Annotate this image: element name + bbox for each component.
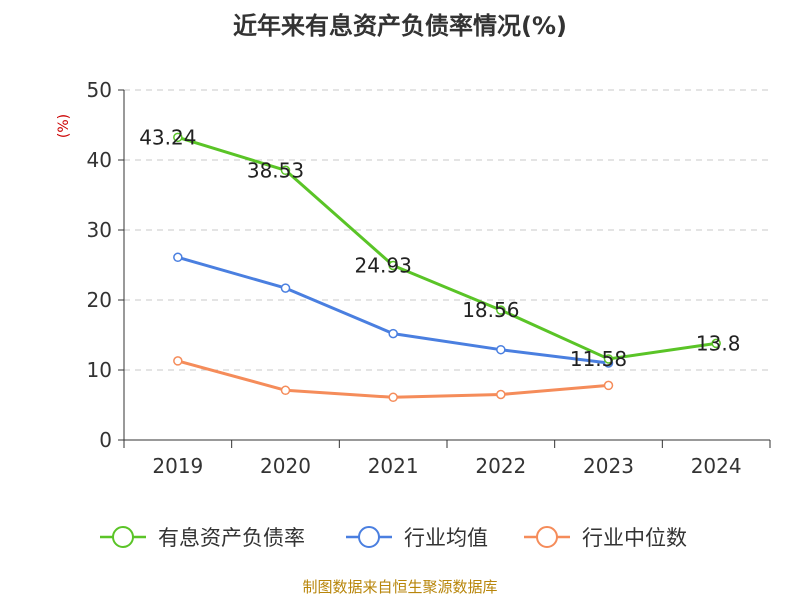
data-point <box>603 354 614 364</box>
legend-item-2: 行业中位数 <box>524 526 687 550</box>
data-point <box>388 260 398 271</box>
legend-item-0: 有息资产负债率 <box>100 526 305 550</box>
legend-marker <box>536 526 558 548</box>
y-tick-label: 30 <box>87 218 112 242</box>
y-tick-label: 40 <box>87 148 112 172</box>
series-1 <box>173 252 614 368</box>
series-line <box>177 359 609 399</box>
x-tick-label: 2023 <box>583 454 634 478</box>
x-tick-label: 2022 <box>475 454 526 478</box>
data-label: 24.93 <box>355 253 412 277</box>
series-layer <box>173 132 721 403</box>
legend-item-1: 行业均值 <box>346 526 488 550</box>
axes: 0 10 20 30 40 50 2019 2020 2021 2022 2023 2024 <box>87 78 771 478</box>
legend: 有息资产负债率 行业均值 行业中位数 <box>100 526 687 550</box>
data-label: 18.56 <box>462 298 519 322</box>
y-tick-label: 10 <box>87 358 112 382</box>
x-tick-label: 2019 <box>152 454 203 478</box>
data-point <box>173 132 183 143</box>
y-tick-label: 50 <box>87 78 112 102</box>
data-point <box>603 380 614 391</box>
data-point <box>280 283 291 293</box>
data-point <box>496 344 506 355</box>
data-label: 43.24 <box>139 125 196 149</box>
series-0 <box>173 132 721 364</box>
series-line <box>177 135 717 361</box>
legend-marker <box>112 526 134 548</box>
data-point <box>388 328 398 339</box>
data-point <box>711 338 721 349</box>
y-tick-label: 20 <box>87 288 112 312</box>
gridlines <box>124 89 770 371</box>
x-tick-label: 2024 <box>691 454 742 478</box>
source-note: 制图数据来自恒生聚源数据库 <box>302 578 497 596</box>
legend-label: 行业均值 <box>404 526 488 550</box>
data-point <box>280 165 291 176</box>
series-2 <box>173 356 614 403</box>
legend-marker <box>358 526 380 548</box>
data-point <box>496 305 506 315</box>
data-label: 38.53 <box>247 158 304 182</box>
data-point <box>173 252 183 263</box>
y-tick-label: 0 <box>99 428 112 452</box>
data-label: 13.8 <box>696 331 741 355</box>
x-tick-label: 2021 <box>368 454 419 478</box>
data-point <box>280 385 291 396</box>
chart-title: 近年来有息资产负债率情况(%) <box>233 12 567 40</box>
data-label: 11.58 <box>570 347 627 371</box>
y-axis-label: (%) <box>56 114 72 138</box>
data-point <box>173 356 183 366</box>
data-point <box>496 389 506 400</box>
data-point <box>388 392 398 403</box>
x-tick-label: 2020 <box>260 454 311 478</box>
legend-label: 有息资产负债率 <box>158 526 305 550</box>
legend-label: 行业中位数 <box>582 526 687 550</box>
data-labels: 43.24 38.53 24.93 18.56 11.58 13.8 <box>139 125 740 371</box>
